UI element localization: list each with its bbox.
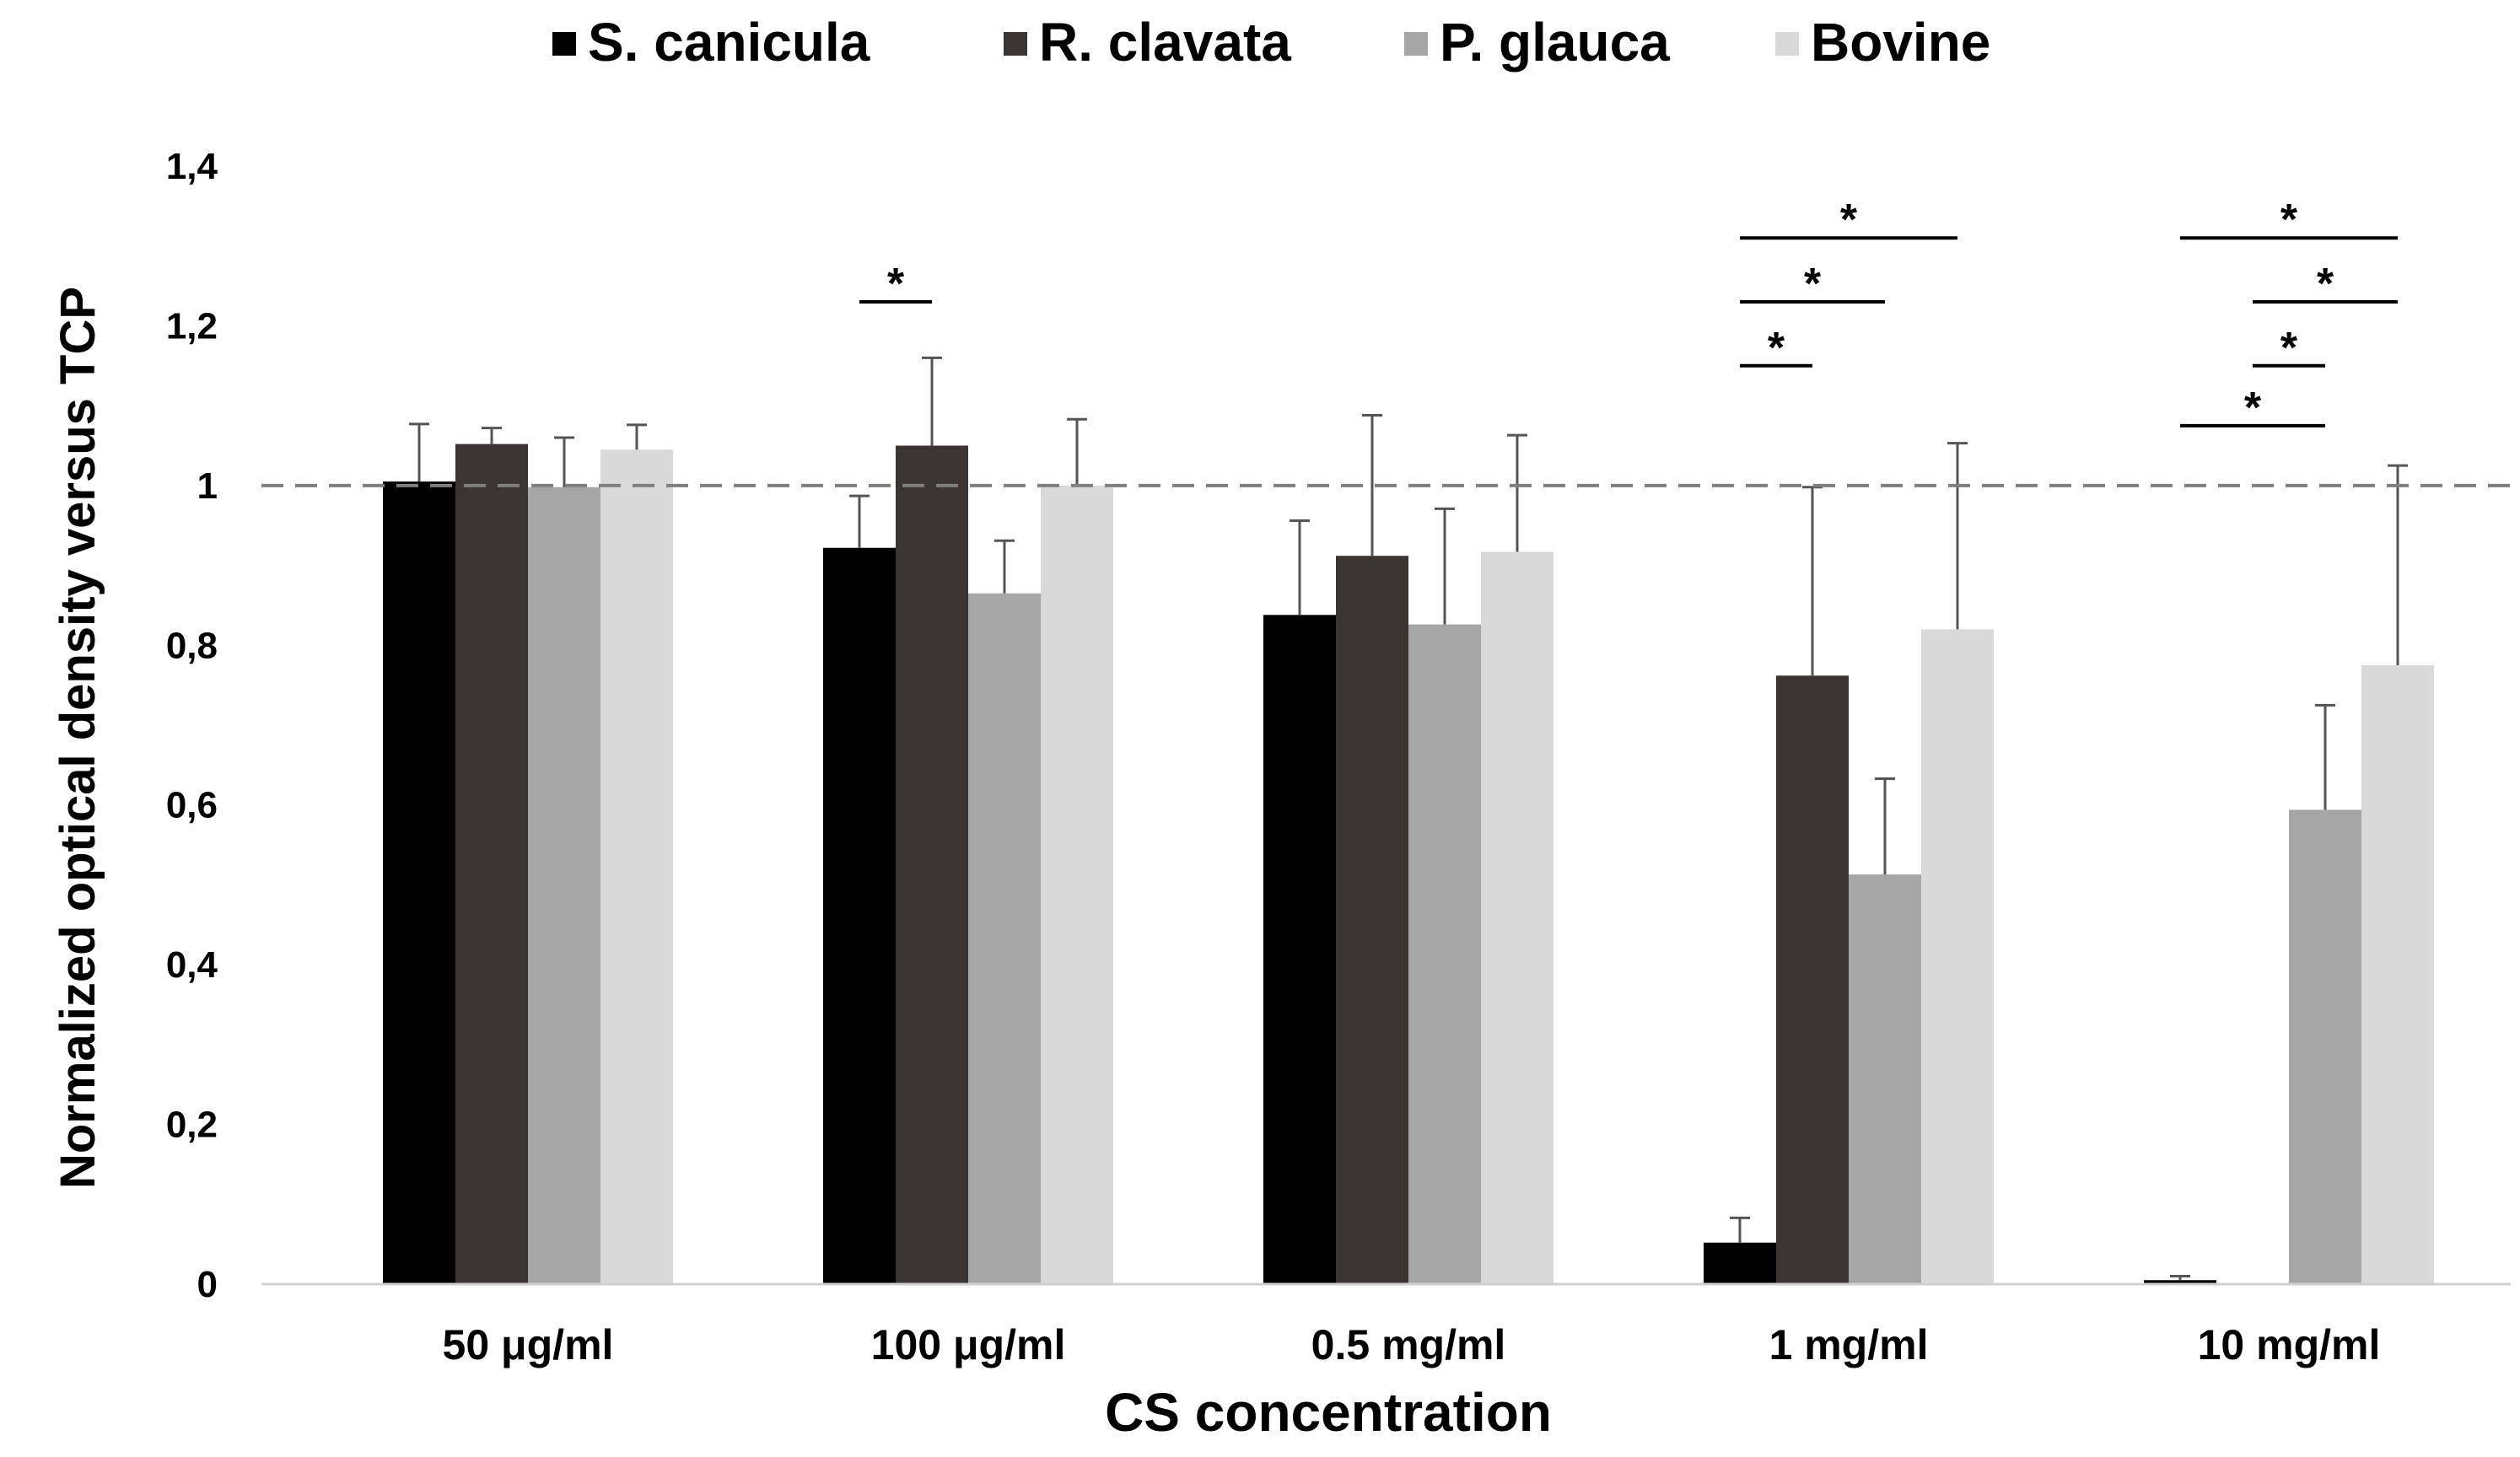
bars — [383, 444, 2434, 1284]
bar — [528, 487, 600, 1284]
error-bars — [409, 356, 2408, 1281]
significance-star: * — [2244, 384, 2262, 433]
significance-star: * — [2280, 324, 2298, 373]
significance-star: * — [1768, 324, 1785, 373]
bar — [455, 444, 528, 1284]
x-tick-label: 100 μg/ml — [871, 1321, 1066, 1368]
bar — [2361, 664, 2434, 1284]
y-tick-label: 0 — [197, 1264, 218, 1305]
bar — [896, 445, 968, 1284]
bar — [1041, 485, 1113, 1284]
y-axis-label: Normalized optical density versus TCP — [51, 287, 105, 1189]
legend-label: Bovine — [1811, 12, 1990, 73]
y-tick-label: 0,4 — [166, 944, 218, 986]
significance-brackets: * * * * * * * * — [859, 196, 2398, 433]
x-axis-label: CS concentration — [1105, 1382, 1552, 1443]
y-tick-label: 1,4 — [166, 146, 218, 187]
y-tick-label: 0,6 — [166, 785, 218, 826]
bar — [1263, 615, 1336, 1284]
bar — [383, 481, 455, 1284]
bar — [600, 449, 673, 1284]
bar — [1849, 874, 1921, 1284]
y-tick-label: 0,2 — [166, 1105, 218, 1146]
legend-label: R. clavata — [1039, 12, 1291, 73]
bar — [1921, 629, 1994, 1284]
x-axis-ticks: 50 μg/ml 100 μg/ml 0.5 mg/ml 1 mg/ml 10 mg/m… — [443, 1321, 2381, 1368]
y-tick-label: 1 — [197, 465, 218, 507]
x-tick-label: 1 mg/ml — [1769, 1321, 1929, 1368]
legend-swatch — [1404, 32, 1428, 56]
significance-star: * — [1840, 196, 1858, 245]
y-tick-label: 0,8 — [166, 625, 218, 666]
significance-star: * — [1804, 260, 1822, 309]
bar — [2144, 1280, 2216, 1284]
legend-swatch — [1775, 32, 1799, 56]
y-tick-label: 1,2 — [166, 305, 218, 347]
bar — [1408, 624, 1481, 1284]
legend: S. canicula R. clavata P. glauca Bovine — [552, 12, 1990, 73]
legend-label: P. glauca — [1440, 12, 1670, 73]
y-axis-ticks: 0 0,2 0,4 0,6 0,8 1 1,2 1,4 — [166, 146, 218, 1305]
bar — [1704, 1242, 1776, 1284]
significance-star: * — [2317, 260, 2334, 309]
x-tick-label: 50 μg/ml — [443, 1321, 614, 1368]
legend-swatch — [552, 32, 576, 56]
significance-star: * — [887, 260, 905, 309]
bar — [1336, 556, 1408, 1284]
bar — [1776, 675, 1849, 1284]
bar — [2289, 809, 2361, 1284]
legend-label: S. canicula — [588, 12, 870, 73]
x-tick-label: 0.5 mg/ml — [1311, 1321, 1506, 1368]
bar — [823, 547, 896, 1284]
bar — [1481, 551, 1553, 1284]
legend-swatch — [1004, 32, 1027, 56]
x-tick-label: 10 mg/ml — [2198, 1321, 2381, 1368]
significance-star: * — [2280, 196, 2298, 245]
bar — [968, 593, 1041, 1284]
